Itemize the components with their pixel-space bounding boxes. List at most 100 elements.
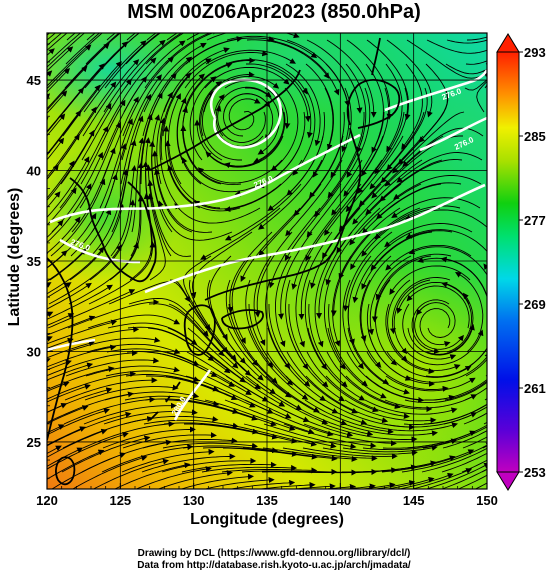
streamline: [465, 358, 487, 377]
streamline: [47, 219, 64, 239]
streamline: [47, 183, 92, 244]
streamline: [201, 464, 298, 473]
streamline: [203, 423, 298, 444]
streamline: [268, 304, 311, 387]
y-tick-label: 25: [27, 435, 41, 450]
streamline: [387, 279, 411, 362]
streamline: [426, 39, 487, 54]
streamline: [224, 159, 303, 213]
streamline: [107, 322, 198, 346]
streamline: [47, 383, 91, 403]
colorbar-tick-label: 269: [524, 297, 546, 312]
streamline: [226, 35, 318, 59]
streamline: [408, 246, 487, 276]
streamline: [113, 462, 191, 489]
streamline: [47, 379, 49, 386]
streamline: [0, 0, 41, 40]
streamline: [47, 447, 84, 467]
streamline: [224, 399, 315, 435]
streamline: [164, 399, 258, 421]
streamline: [0, 0, 22, 40]
map-title: MSM 00Z06Apr2023 (850.0hPa): [127, 1, 421, 23]
coastline-hokkaido: [346, 78, 401, 129]
x-axis-label: Longitude (degrees): [190, 511, 344, 528]
streamline: [441, 452, 487, 473]
streamline: [325, 375, 410, 420]
streamline: [361, 183, 442, 235]
streamline: [0, 100, 12, 160]
streamline: [128, 297, 209, 337]
streamline: [64, 33, 121, 89]
streamline: [357, 111, 405, 194]
streamline: [455, 271, 484, 353]
streamline: [154, 168, 213, 233]
streamline: [402, 127, 484, 168]
streamline: [47, 282, 92, 310]
streamline: [47, 68, 70, 93]
streamline: [442, 430, 487, 449]
streamline: [160, 72, 192, 161]
streamline: [131, 137, 145, 233]
streamline: [47, 156, 90, 218]
streamline: [146, 351, 235, 387]
streamline: [359, 482, 396, 489]
cool-patch-north: [180, 33, 420, 110]
streamline: [288, 303, 329, 388]
streamline: [83, 402, 177, 425]
streamline: [81, 78, 132, 161]
streamline: [476, 80, 487, 113]
streamline: [385, 244, 472, 271]
streamline: [47, 106, 97, 178]
streamline: [264, 399, 354, 438]
streamline: [61, 81, 117, 161]
streamline: [366, 351, 449, 392]
streamline: [60, 103, 112, 185]
streamline: [215, 105, 266, 143]
streamline: [47, 248, 87, 282]
streamline: [240, 207, 301, 283]
streamline: [486, 39, 487, 40]
streamline: [343, 423, 438, 437]
streamline: [184, 399, 277, 427]
colorbar-bottom-arrow: [496, 471, 520, 491]
streamline: [121, 74, 162, 161]
streamline: [203, 477, 275, 489]
streamline: [406, 39, 487, 79]
streamline: [306, 39, 363, 114]
streamline: [0, 423, 20, 473]
streamline: [326, 351, 401, 409]
streamline: [389, 265, 471, 296]
streamline: [47, 381, 70, 392]
streamline: [64, 377, 158, 401]
streamline: [322, 447, 418, 456]
streamline: [406, 329, 484, 366]
streamline: [426, 292, 474, 355]
streamline: [124, 395, 220, 407]
streamline: [182, 106, 222, 185]
streamline: [101, 444, 194, 473]
y-tick-label: 35: [27, 254, 41, 269]
streamline: [347, 255, 372, 346]
streamline: [47, 289, 136, 329]
streamline: [314, 135, 364, 218]
streamline: [396, 281, 470, 314]
streamline: [47, 70, 53, 77]
streamline: [385, 303, 435, 375]
streamline: [148, 303, 225, 357]
streamline: [47, 44, 92, 90]
streamline: [324, 159, 383, 236]
streamline: [209, 255, 232, 341]
isotherm-contour: [419, 116, 487, 152]
streamline: [292, 87, 316, 176]
streamline: [122, 56, 175, 137]
streamline: [176, 97, 202, 185]
streamline: [165, 33, 214, 65]
streamline: [285, 375, 368, 426]
streamline: [385, 476, 435, 489]
streamline: [47, 362, 94, 381]
streamline: [47, 337, 74, 349]
streamline: [205, 375, 292, 419]
streamline: [304, 399, 394, 435]
streamline: [47, 387, 113, 413]
